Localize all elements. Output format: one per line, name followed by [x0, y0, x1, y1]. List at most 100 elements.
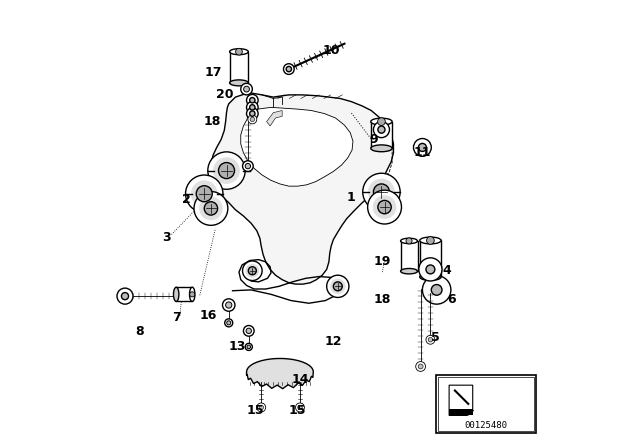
Circle shape: [326, 275, 349, 297]
Circle shape: [419, 258, 442, 281]
Polygon shape: [267, 111, 282, 126]
Text: 18: 18: [374, 293, 391, 306]
Circle shape: [246, 95, 258, 106]
Ellipse shape: [371, 145, 392, 152]
Circle shape: [259, 405, 264, 409]
Circle shape: [378, 200, 391, 214]
Text: 14: 14: [291, 373, 308, 386]
Circle shape: [431, 284, 442, 295]
Bar: [176, 287, 192, 302]
Text: 8: 8: [136, 325, 144, 338]
Circle shape: [413, 138, 431, 156]
Circle shape: [250, 105, 255, 110]
Circle shape: [246, 328, 252, 333]
Circle shape: [243, 326, 254, 336]
Circle shape: [227, 321, 231, 325]
Circle shape: [122, 293, 129, 300]
Ellipse shape: [420, 237, 441, 244]
Circle shape: [427, 237, 435, 244]
Bar: [230, 52, 248, 83]
Text: 7: 7: [172, 311, 181, 324]
Circle shape: [196, 186, 212, 202]
Circle shape: [241, 83, 252, 95]
Circle shape: [378, 126, 385, 133]
Circle shape: [250, 111, 255, 116]
Circle shape: [225, 319, 233, 327]
Text: 11: 11: [413, 146, 431, 159]
Text: 18: 18: [204, 115, 221, 128]
Circle shape: [243, 161, 253, 172]
Text: 15: 15: [289, 404, 307, 417]
Circle shape: [208, 152, 245, 189]
Circle shape: [236, 48, 243, 55]
Bar: [401, 241, 417, 271]
Circle shape: [191, 181, 218, 207]
Circle shape: [298, 405, 302, 409]
Circle shape: [286, 66, 291, 72]
Text: 5: 5: [431, 331, 440, 344]
Circle shape: [244, 86, 250, 92]
Circle shape: [426, 265, 435, 274]
Ellipse shape: [420, 274, 441, 280]
Circle shape: [250, 117, 255, 121]
Circle shape: [223, 299, 235, 311]
Circle shape: [428, 337, 433, 342]
Polygon shape: [211, 93, 394, 284]
Circle shape: [296, 403, 305, 412]
Circle shape: [406, 238, 412, 244]
Polygon shape: [241, 108, 353, 186]
Circle shape: [418, 364, 423, 369]
Circle shape: [218, 163, 234, 179]
Circle shape: [250, 98, 255, 103]
Circle shape: [199, 197, 223, 220]
Circle shape: [333, 282, 342, 291]
Text: 4: 4: [442, 264, 451, 277]
Circle shape: [367, 190, 401, 224]
Polygon shape: [246, 358, 314, 389]
Text: 16: 16: [200, 309, 218, 322]
Circle shape: [378, 118, 385, 125]
Circle shape: [373, 121, 390, 138]
Circle shape: [226, 302, 232, 308]
Ellipse shape: [230, 80, 248, 86]
Text: 9: 9: [369, 133, 378, 146]
Circle shape: [247, 345, 250, 349]
Circle shape: [363, 173, 400, 211]
Circle shape: [245, 343, 252, 350]
Circle shape: [257, 403, 266, 412]
Polygon shape: [449, 385, 473, 415]
Ellipse shape: [173, 287, 179, 302]
Text: 15: 15: [246, 404, 264, 417]
Text: 00125480: 00125480: [465, 421, 508, 430]
Circle shape: [246, 102, 258, 113]
Text: 3: 3: [162, 231, 171, 244]
Circle shape: [426, 335, 435, 344]
Ellipse shape: [401, 268, 417, 274]
Circle shape: [373, 184, 390, 200]
Bar: [371, 121, 392, 148]
Circle shape: [372, 195, 396, 219]
Text: 13: 13: [229, 340, 246, 353]
Circle shape: [246, 108, 258, 119]
Text: 10: 10: [323, 44, 340, 57]
Circle shape: [213, 157, 240, 184]
Circle shape: [419, 143, 426, 151]
Circle shape: [248, 115, 257, 124]
Circle shape: [284, 64, 294, 74]
Ellipse shape: [401, 238, 417, 244]
Text: 2: 2: [182, 193, 191, 206]
Circle shape: [243, 261, 262, 280]
Circle shape: [194, 191, 228, 225]
Circle shape: [416, 362, 426, 371]
Bar: [436, 375, 536, 433]
Circle shape: [189, 292, 195, 297]
Text: 12: 12: [324, 336, 342, 349]
Circle shape: [117, 288, 133, 304]
Circle shape: [204, 202, 218, 215]
Text: 1: 1: [347, 191, 356, 204]
Bar: [449, 409, 473, 415]
Circle shape: [245, 164, 250, 169]
Circle shape: [245, 264, 259, 278]
Text: 17: 17: [204, 66, 222, 79]
Circle shape: [422, 276, 451, 304]
